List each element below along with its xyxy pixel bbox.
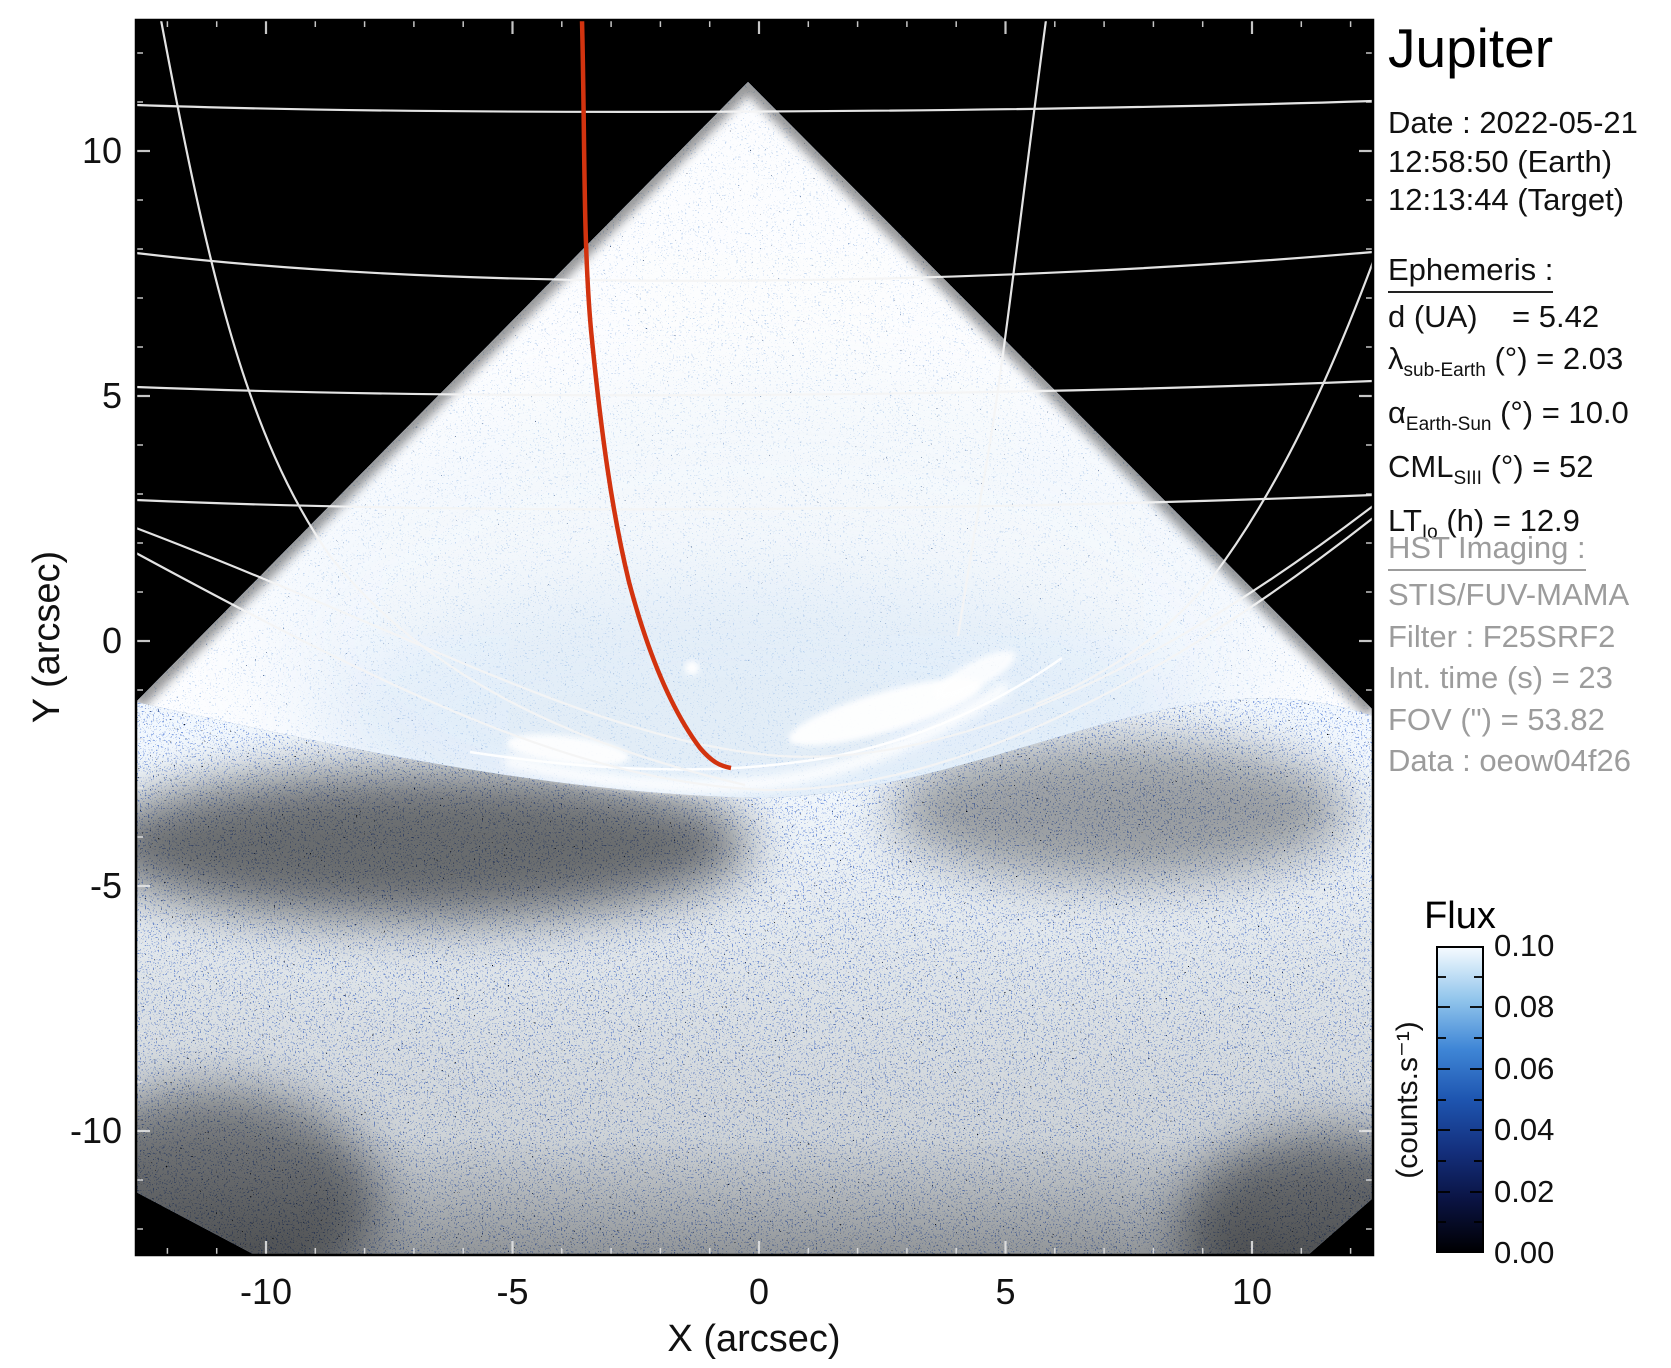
colorbar-tick bbox=[1438, 1159, 1446, 1162]
auroral-oval bbox=[469, 650, 1063, 793]
ephemeris-line: λsub-Earth (°) = 2.03 bbox=[1388, 341, 1624, 381]
colorbar-tick bbox=[1474, 1037, 1482, 1040]
aurora-bright-patch bbox=[934, 650, 1016, 700]
planet-graticule bbox=[135, 19, 1375, 792]
colorbar-tick bbox=[1438, 1221, 1446, 1224]
hst-imaging-values: STIS/FUV-MAMA Filter : F25SRF2 Int. time (… bbox=[1388, 574, 1631, 782]
hst-line: FOV (") = 53.82 bbox=[1388, 701, 1605, 737]
ephemeris-values: d (UA) = 5.42 λsub-Earth (°) = 2.03 αEarth… bbox=[1388, 296, 1629, 554]
ephemeris-line: αEarth-Sun (°) = 10.0 bbox=[1388, 395, 1629, 435]
colorbar-tick-label: 0.02 bbox=[1494, 1173, 1555, 1209]
date-line: 12:13:44 (Target) bbox=[1388, 182, 1625, 217]
y-tick-label: 10 bbox=[81, 130, 122, 171]
y-tick-label: 0 bbox=[101, 620, 122, 661]
colorbar-tick-label: 0.00 bbox=[1494, 1235, 1555, 1270]
y-axis-title: Y (arcsec) bbox=[26, 550, 68, 724]
left-limb-meridian bbox=[159, 19, 746, 787]
latitude-line bbox=[135, 379, 1374, 397]
limb-line-through-aurora bbox=[469, 656, 1063, 771]
colorbar-unit-label: (counts.s⁻¹) bbox=[1391, 1021, 1424, 1179]
x-tick-label: 5 bbox=[995, 1271, 1016, 1312]
date-line: Date : 2022-05-21 bbox=[1388, 105, 1638, 140]
colorbar-tick bbox=[1438, 1190, 1450, 1193]
footprint-track-red-curve bbox=[579, 19, 732, 771]
hst-imaging-heading: HST Imaging : bbox=[1388, 530, 1586, 571]
colorbar-tick bbox=[1474, 975, 1482, 978]
latitude-line bbox=[135, 493, 1374, 511]
ephemeris-line: LTIo (h) = 12.9 bbox=[1388, 503, 1580, 543]
hst-line: Data : oeow04f26 bbox=[1388, 743, 1632, 778]
latitude-line bbox=[135, 99, 1374, 113]
colorbar-tick bbox=[1438, 1067, 1450, 1070]
colorbar-tick bbox=[1438, 1098, 1446, 1101]
colorbar-tick-label: 0.04 bbox=[1494, 1112, 1555, 1148]
x-tick-label: 10 bbox=[1231, 1271, 1273, 1312]
colorbar-tick bbox=[1474, 1221, 1482, 1224]
ephemeris-line: CMLSIII (°) = 52 bbox=[1388, 449, 1594, 489]
colorbar-tick bbox=[1474, 1159, 1482, 1162]
aurora-spot bbox=[685, 661, 699, 675]
ephemeris-line: d (UA) = 5.42 bbox=[1388, 299, 1600, 334]
x-tick-label: -5 bbox=[496, 1271, 529, 1312]
x-tick-label: 0 bbox=[748, 1271, 770, 1312]
date-line: 12:58:50 (Earth) bbox=[1388, 143, 1613, 179]
colorbar-tick-label: 0.08 bbox=[1494, 989, 1555, 1025]
colorbar-tick bbox=[1470, 1190, 1482, 1193]
colorbar-tick bbox=[1470, 1129, 1482, 1132]
x-axis-title: X (arcsec) bbox=[667, 1318, 841, 1360]
observation-date-block: Date : 2022-05-21 12:58:50 (Earth) 12:13:4… bbox=[1388, 104, 1638, 220]
colorbar-tick bbox=[1470, 1006, 1482, 1009]
meridian-line bbox=[1035, 261, 1375, 706]
colorbar-tick bbox=[1474, 1098, 1482, 1101]
limb-arc bbox=[135, 517, 1374, 792]
plot-frame bbox=[134, 18, 1375, 1257]
colorbar-tick-label: 0.10 bbox=[1494, 928, 1555, 963]
x-tick-label: -10 bbox=[239, 1271, 293, 1312]
y-tick-label: 5 bbox=[101, 375, 122, 416]
colorbar-tick-label: 0.06 bbox=[1494, 1050, 1555, 1086]
colorbar-tick bbox=[1438, 975, 1446, 978]
hst-line: STIS/FUV-MAMA bbox=[1388, 577, 1630, 612]
colorbar-tick bbox=[1438, 1037, 1446, 1040]
hst-line: Filter : F25SRF2 bbox=[1388, 618, 1616, 654]
figure-title: Jupiter bbox=[1388, 17, 1554, 79]
latitude-line bbox=[135, 250, 1374, 282]
ephemeris-heading: Ephemeris : bbox=[1388, 252, 1554, 293]
y-tick-label: -10 bbox=[69, 1110, 122, 1151]
aurora-bright-patch bbox=[788, 678, 982, 746]
limb-arc bbox=[135, 505, 1374, 758]
meridian-line bbox=[956, 19, 1048, 637]
y-tick-label: -5 bbox=[89, 865, 122, 906]
hst-line: Int. time (s) = 23 bbox=[1388, 660, 1613, 695]
colorbar-tick bbox=[1470, 1067, 1482, 1070]
colorbar-tick bbox=[1438, 1129, 1450, 1132]
colorbar-tick bbox=[1438, 1006, 1450, 1009]
colorbar-title: Flux bbox=[1424, 895, 1496, 937]
